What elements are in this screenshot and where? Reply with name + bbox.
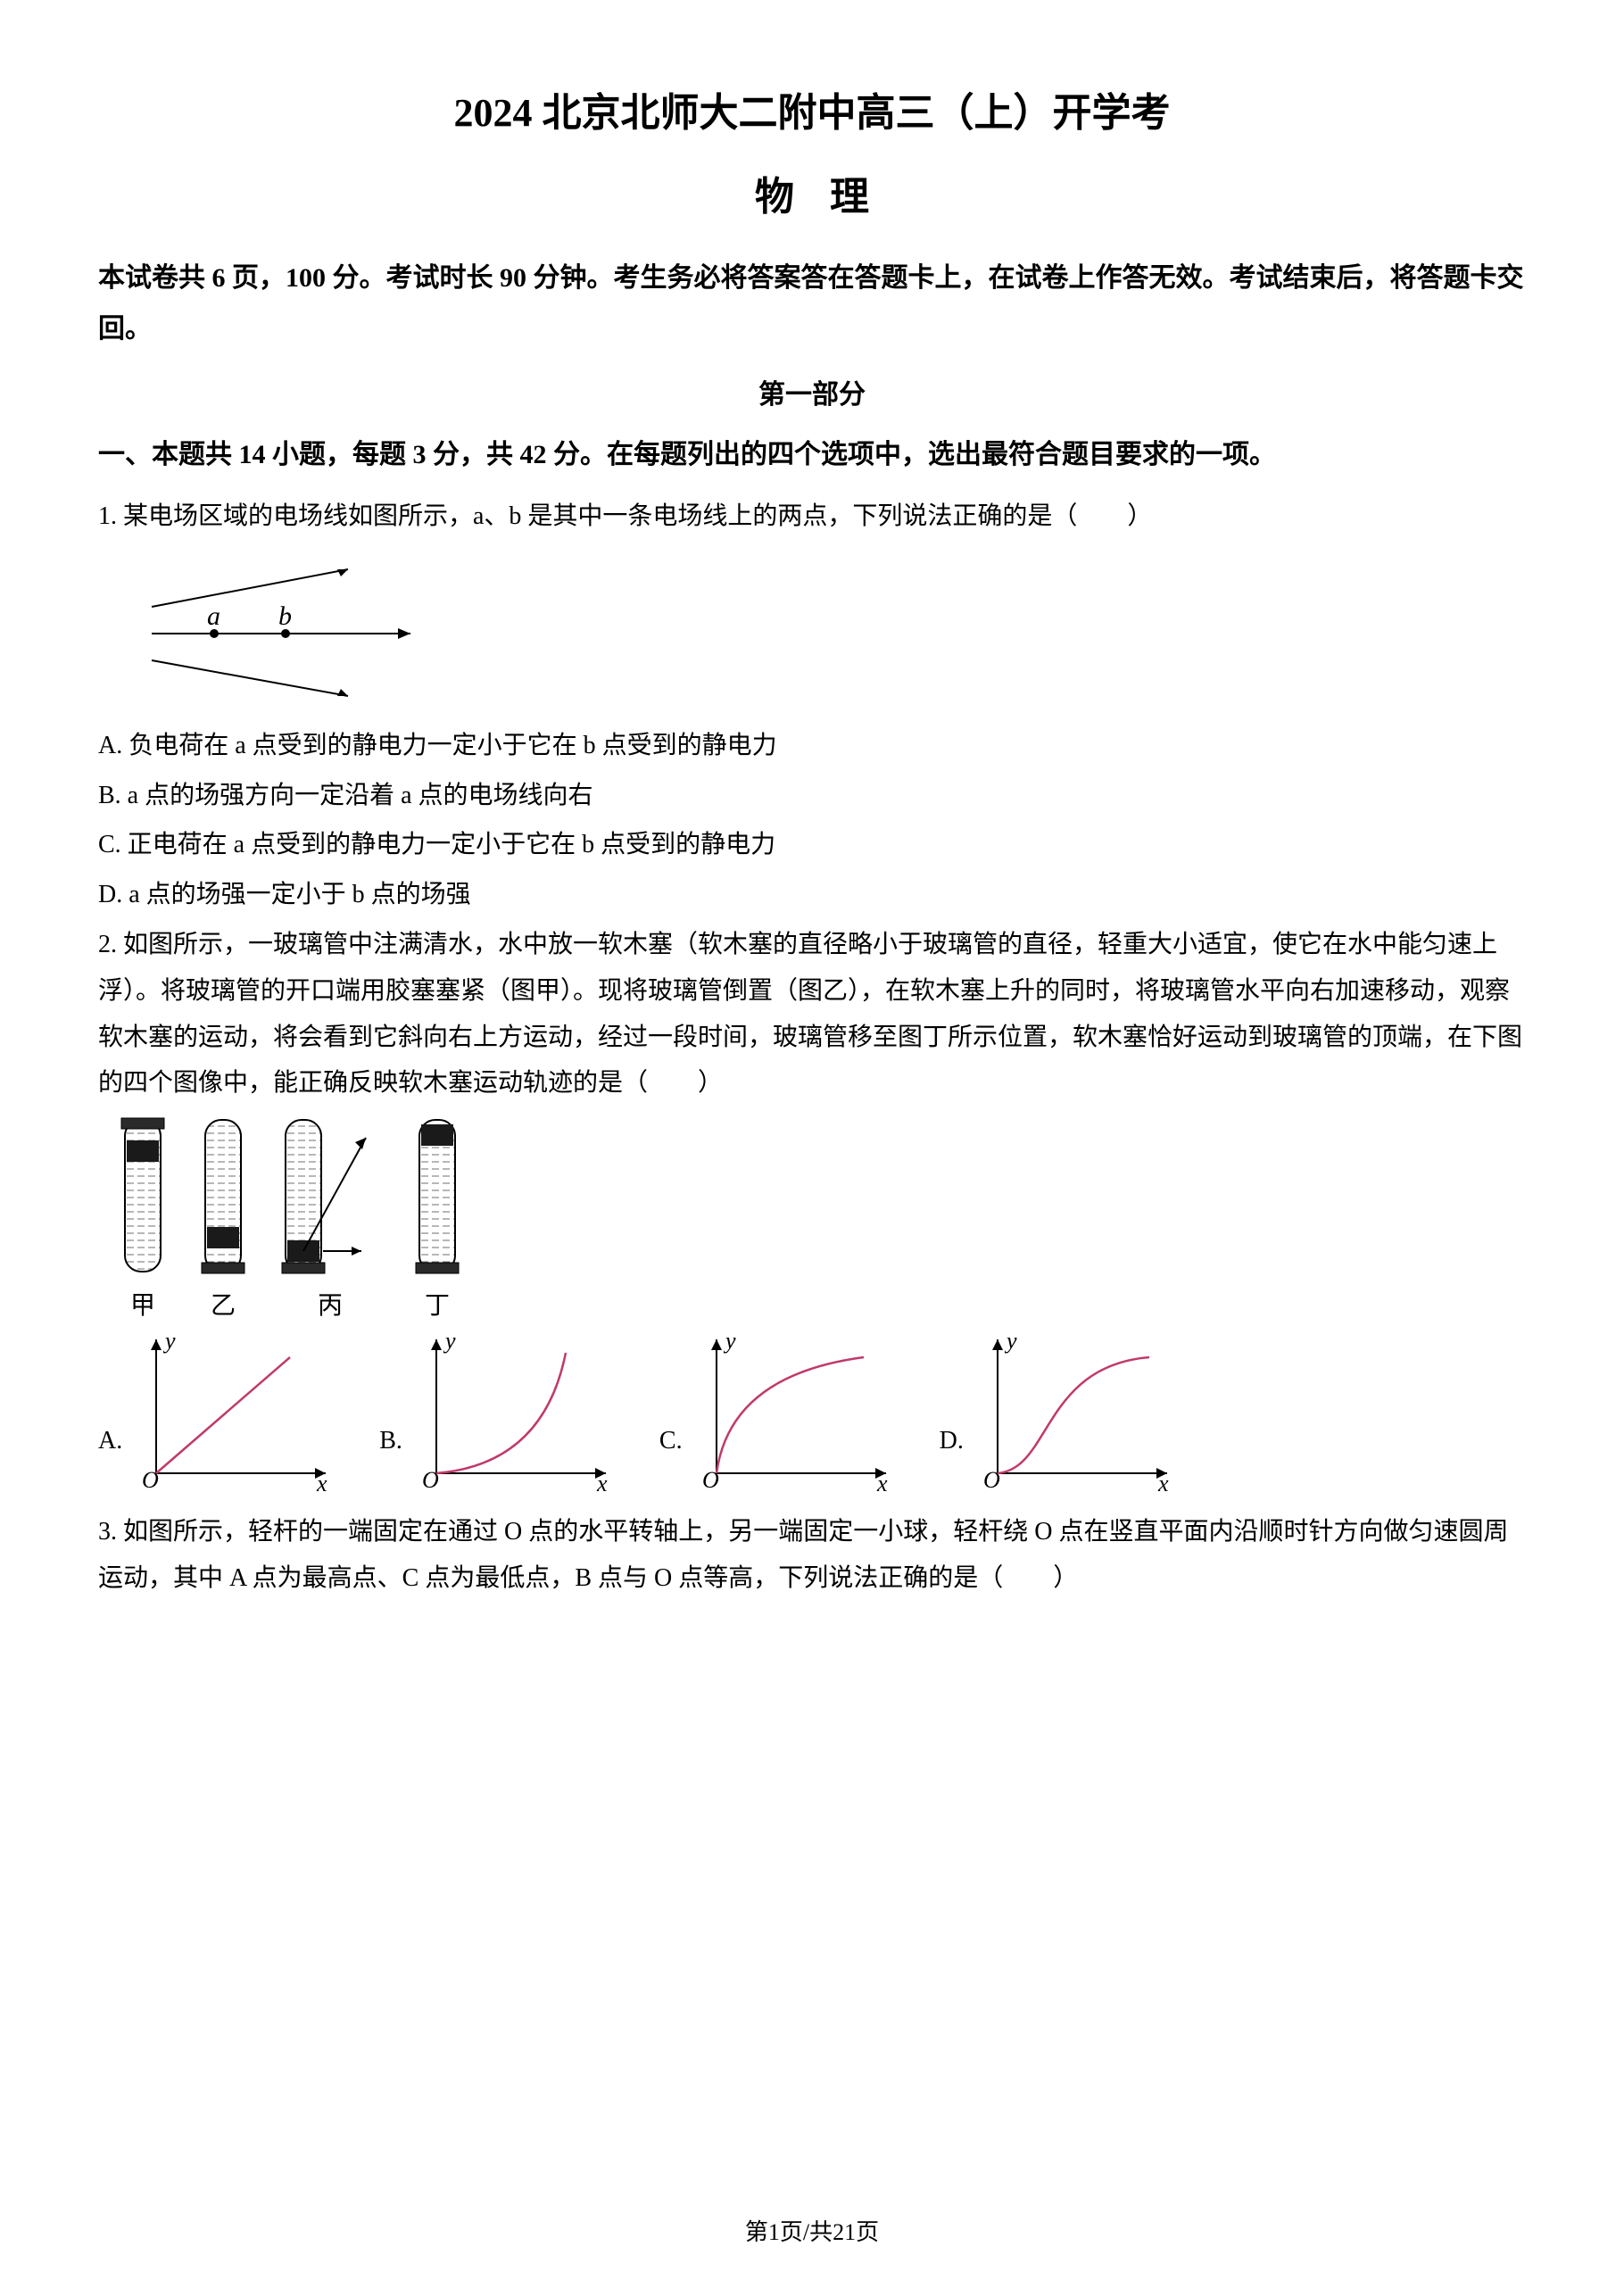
svg-text:x: x: [876, 1471, 888, 1491]
q2-option-letter-d: D.: [940, 1427, 964, 1455]
q1-option-d: D. a 点的场强一定小于 b 点的场强: [98, 872, 1526, 918]
q1-option-a: A. 负电荷在 a 点受到的静电力一定小于它在 b 点受到的静电力: [98, 723, 1526, 769]
tube-jia: 甲: [116, 1115, 170, 1322]
q2-graph-b: B. O x y: [379, 1330, 615, 1491]
exam-instructions: 本试卷共 6 页，100 分。考试时长 90 分钟。考生务必将答案答在答题卡上，…: [98, 253, 1526, 354]
q2-graph-a: A. O x y: [98, 1330, 335, 1491]
q3-stem: 3. 如图所示，轻杆的一端固定在通过 O 点的水平转轴上，另一端固定一小球，轻杆…: [98, 1509, 1526, 1602]
svg-text:x: x: [316, 1471, 327, 1491]
svg-text:O: O: [142, 1467, 159, 1491]
svg-text:x: x: [596, 1471, 608, 1491]
svg-text:y: y: [162, 1330, 176, 1354]
q2-stem: 2. 如图所示，一玻璃管中注满清水，水中放一软木塞（软木塞的直径略小于玻璃管的直…: [98, 922, 1526, 1107]
svg-text:y: y: [443, 1330, 456, 1354]
page-footer: 第1页/共21页: [0, 2214, 1624, 2247]
svg-text:O: O: [983, 1467, 1000, 1491]
q2-tubes: 甲 乙: [116, 1115, 1526, 1322]
exam-page: 2024 北京北师大二附中高三（上）开学考 物理 本试卷共 6 页，100 分。…: [0, 0, 1624, 2296]
tube-label-ding: 丁: [425, 1286, 450, 1322]
tube-ding: 丁: [410, 1115, 464, 1322]
tube-label-jia: 甲: [130, 1286, 155, 1322]
svg-text:y: y: [1004, 1330, 1017, 1354]
tube-yi: 乙: [196, 1115, 250, 1322]
q1-figure: a b: [125, 553, 1526, 709]
q2-option-letter-b: B.: [379, 1427, 402, 1455]
q2-graph-c: C. O x y: [659, 1330, 895, 1491]
q1-label-a: a: [207, 601, 220, 631]
svg-text:x: x: [1157, 1471, 1169, 1491]
section-1-header: 第一部分: [98, 372, 1526, 411]
tube-label-bing: 丙: [318, 1286, 343, 1322]
main-title: 2024 北京北师大二附中高三（上）开学考: [98, 80, 1526, 137]
q2-graph-d: D. O x y: [940, 1330, 1176, 1491]
part-1-instructions: 一、本题共 14 小题，每题 3 分，共 42 分。在每题列出的四个选项中，选出…: [98, 429, 1526, 480]
svg-text:O: O: [422, 1467, 439, 1491]
q1-option-c: C. 正电荷在 a 点受到的静电力一定小于它在 b 点受到的静电力: [98, 822, 1526, 868]
q1-option-b: B. a 点的场强方向一定沿着 a 点的电场线向右: [98, 773, 1526, 819]
subject-title: 物理: [98, 164, 1526, 221]
q2-option-letter-c: C.: [659, 1427, 683, 1455]
svg-text:y: y: [723, 1330, 736, 1354]
q1-label-b: b: [278, 601, 292, 631]
tube-bing: 丙: [277, 1115, 384, 1322]
q1-stem: 1. 某电场区域的电场线如图所示，a、b 是其中一条电场线上的两点，下列说法正确…: [98, 493, 1526, 540]
q2-graphs: A. O x y B. O x y: [98, 1330, 1526, 1491]
q2-option-letter-a: A.: [98, 1427, 122, 1455]
tube-label-yi: 乙: [211, 1286, 236, 1322]
